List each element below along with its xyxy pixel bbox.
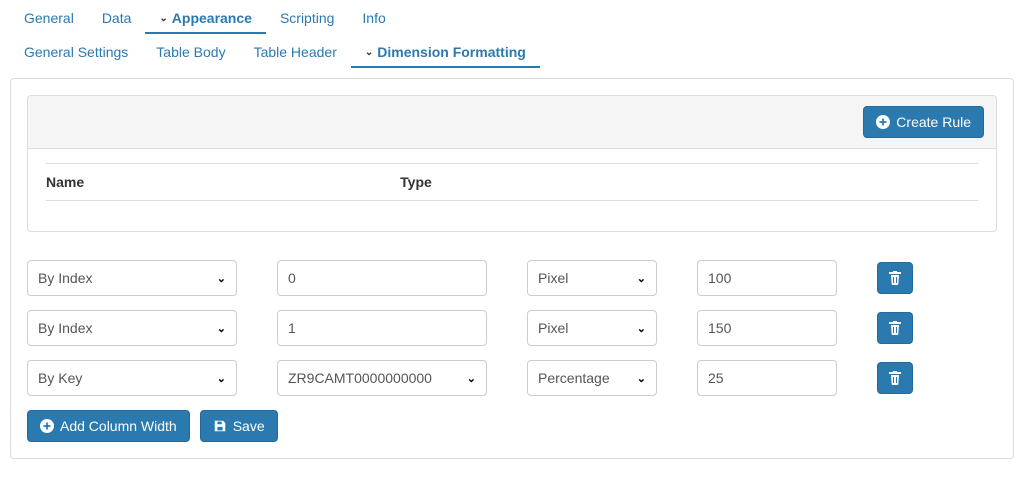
tab-label: General Settings [24, 44, 128, 60]
save-button[interactable]: Save [200, 410, 278, 442]
index-input[interactable]: 1 [277, 310, 487, 346]
tab-data[interactable]: Data [88, 4, 146, 34]
delete-row-button[interactable] [877, 312, 913, 344]
key-select-value: ZR9CAMT0000000000 [288, 370, 432, 386]
chevron-down-icon: ⌄ [637, 372, 646, 385]
column-width-row: By Index ⌄ 1 Pixel ⌄ 150 [27, 310, 997, 346]
tab-table-header[interactable]: Table Header [240, 38, 351, 68]
rules-col-type: Type [400, 174, 978, 190]
key-select[interactable]: ZR9CAMT0000000000 ⌄ [277, 360, 487, 396]
unit-select-value: Pixel [538, 270, 568, 286]
chevron-down-icon: ⌄ [467, 372, 476, 385]
by-select-value: By Key [38, 370, 82, 386]
rules-col-name: Name [46, 174, 400, 190]
index-input[interactable]: 0 [277, 260, 487, 296]
chevron-down-icon: ⌄ [217, 272, 226, 285]
trash-icon [887, 320, 903, 336]
index-value: 0 [288, 270, 296, 286]
chevron-down-icon: ⌄ [365, 47, 373, 58]
tab-label: Data [102, 10, 132, 26]
secondary-tabs: General Settings Table Body Table Header ⌄ … [10, 38, 1014, 68]
tab-label: Info [362, 10, 385, 26]
unit-select-value: Pixel [538, 320, 568, 336]
tab-appearance[interactable]: ⌄ Appearance [145, 4, 266, 34]
plus-circle-icon [876, 115, 890, 129]
by-select-value: By Index [38, 270, 92, 286]
unit-select[interactable]: Percentage ⌄ [527, 360, 657, 396]
footer-buttons: Add Column Width Save [27, 410, 997, 442]
create-rule-button[interactable]: Create Rule [863, 106, 984, 138]
column-width-row: By Index ⌄ 0 Pixel ⌄ 100 [27, 260, 997, 296]
tab-scripting[interactable]: Scripting [266, 4, 348, 34]
value-input[interactable]: 25 [697, 360, 837, 396]
by-select[interactable]: By Index ⌄ [27, 260, 237, 296]
tab-info[interactable]: Info [348, 4, 399, 34]
value-input[interactable]: 150 [697, 310, 837, 346]
tab-general-settings[interactable]: General Settings [10, 38, 142, 68]
by-select-value: By Index [38, 320, 92, 336]
value: 100 [708, 270, 731, 286]
save-label: Save [233, 418, 265, 434]
chevron-down-icon: ⌄ [159, 13, 167, 24]
by-select[interactable]: By Key ⌄ [27, 360, 237, 396]
tab-table-body[interactable]: Table Body [142, 38, 239, 68]
chevron-down-icon: ⌄ [217, 372, 226, 385]
unit-select[interactable]: Pixel ⌄ [527, 310, 657, 346]
tab-dimension-formatting[interactable]: ⌄ Dimension Formatting [351, 38, 540, 68]
tab-label: Table Body [156, 44, 225, 60]
save-icon [213, 419, 227, 433]
delete-row-button[interactable] [877, 362, 913, 394]
index-value: 1 [288, 320, 296, 336]
primary-tabs: General Data ⌄ Appearance Scripting Info [10, 4, 1014, 34]
delete-row-button[interactable] [877, 262, 913, 294]
chevron-down-icon: ⌄ [637, 322, 646, 335]
rules-table-header: Name Type [46, 163, 978, 201]
trash-icon [887, 270, 903, 286]
chevron-down-icon: ⌄ [217, 322, 226, 335]
tab-label: Appearance [172, 10, 252, 26]
rules-section: Create Rule Name Type [27, 95, 997, 232]
tab-general[interactable]: General [10, 4, 88, 34]
column-width-row: By Key ⌄ ZR9CAMT0000000000 ⌄ Percentage ⌄ 25 [27, 360, 997, 396]
tab-label: Table Header [254, 44, 337, 60]
rules-header: Create Rule [28, 96, 996, 149]
value: 150 [708, 320, 731, 336]
chevron-down-icon: ⌄ [637, 272, 646, 285]
add-column-width-button[interactable]: Add Column Width [27, 410, 190, 442]
create-rule-label: Create Rule [896, 114, 971, 130]
value: 25 [708, 370, 724, 386]
by-select[interactable]: By Index ⌄ [27, 310, 237, 346]
tab-label: General [24, 10, 74, 26]
trash-icon [887, 370, 903, 386]
value-input[interactable]: 100 [697, 260, 837, 296]
dimension-formatting-panel: Create Rule Name Type By Index ⌄ 0 Pixel ⌄ 10… [10, 78, 1014, 459]
rules-body: Name Type [28, 149, 996, 231]
unit-select-value: Percentage [538, 370, 610, 386]
column-width-rows: By Index⌄0Pixel⌄100By Index⌄1Pixel⌄150By… [27, 260, 997, 396]
tab-label: Dimension Formatting [377, 44, 526, 60]
plus-circle-icon [40, 419, 54, 433]
tab-label: Scripting [280, 10, 334, 26]
add-column-width-label: Add Column Width [60, 418, 177, 434]
unit-select[interactable]: Pixel ⌄ [527, 260, 657, 296]
